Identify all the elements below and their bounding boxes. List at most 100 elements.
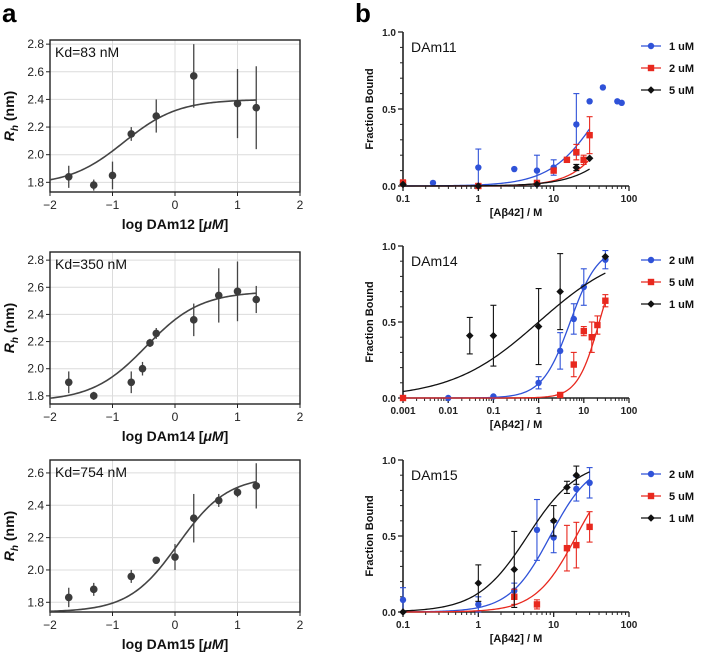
data-point: [533, 180, 541, 189]
legend-marker: [647, 300, 655, 308]
data-point: [189, 514, 198, 523]
data-point: [399, 180, 407, 189]
legend-label: 5 uM: [669, 277, 694, 289]
data-point: [586, 131, 593, 139]
data-point: [573, 121, 580, 128]
legend-label: 2 uM: [669, 63, 694, 75]
y-tick-label: 2.2: [27, 335, 44, 349]
data-point: [572, 163, 581, 172]
x-tick-label: 1: [476, 194, 482, 205]
data-point: [601, 252, 610, 261]
data-point: [580, 156, 587, 164]
panel-label-b: b: [355, 0, 371, 28]
fit-curve: [402, 471, 590, 612]
data-point: [127, 130, 136, 138]
data-point: [489, 331, 498, 340]
compound-label: DAm14: [411, 253, 458, 269]
legend-label: 1 uM: [669, 513, 694, 525]
y-axis-title-main: R: [1, 550, 17, 561]
data-point: [556, 287, 564, 296]
data-point: [214, 496, 223, 505]
x-axis-title-prefix: log DAm14 [: [122, 428, 204, 444]
y-tick-label: 0.5: [382, 105, 396, 116]
y-tick-label: 1.8: [27, 595, 44, 609]
x-axis-title-prefix: log DAm15 [: [122, 636, 204, 652]
y-tick-label: 2.2: [27, 531, 44, 545]
data-point: [89, 392, 98, 400]
y-axis-title: Rh (nm): [1, 91, 21, 141]
legend-label: 2 uM: [669, 469, 694, 481]
series-2: [399, 154, 594, 190]
data-point: [233, 99, 242, 108]
data-point: [534, 322, 543, 331]
y-axis-title-main: R: [1, 130, 17, 141]
x-tick-label: 100: [621, 620, 638, 631]
series-0: [399, 250, 609, 402]
data-point: [189, 316, 198, 324]
y-tick-label: 2.0: [27, 362, 44, 376]
fit-curve: [49, 292, 257, 399]
x-axis-title: log DAm14 [μM]: [122, 428, 228, 444]
x-tick-label: 10: [548, 620, 560, 631]
x-tick-label: 0.01: [438, 406, 458, 417]
data-point: [556, 347, 564, 355]
data-point: [573, 148, 580, 156]
legend-label: 2 uM: [669, 255, 694, 267]
x-axis-title-suffix: ]: [224, 216, 229, 232]
x-tick-label: −2: [43, 618, 57, 632]
data-point: [233, 287, 242, 296]
x-tick-label: 0.1: [396, 194, 410, 205]
x-axis-title: [Aβ42] / M: [490, 633, 543, 645]
data-point: [533, 167, 541, 174]
y-tick-label: 0.0: [382, 394, 396, 405]
data-point: [64, 173, 73, 181]
y-axis-title-unit: (nm): [1, 91, 17, 125]
data-point: [563, 156, 571, 164]
data-point: [127, 572, 136, 581]
x-axis-title: [Aβ42] / M: [490, 207, 543, 219]
legend-marker: [647, 42, 655, 50]
chart-a3-dam15: −2 −1 0 1 2 1.8 2.0 2.2 2.4 2.6 log DAm15 [μM] Rh (…: [1, 459, 304, 652]
data-point: [138, 364, 147, 373]
y-tick-label: 0.5: [382, 532, 396, 543]
x-axis-title-unit: μM: [202, 216, 223, 232]
y-tick-label: 1.0: [382, 242, 396, 253]
y-tick-label: 0.5: [382, 318, 396, 329]
data-point: [563, 544, 571, 552]
y-axis-title-unit: (nm): [1, 511, 17, 545]
y-tick-label: 1.8: [27, 389, 44, 403]
data-point: [474, 579, 483, 587]
y-axis-title: Rh (nm): [1, 511, 21, 561]
y-tick-label: 0.0: [382, 608, 396, 619]
x-tick-label: −1: [106, 198, 120, 212]
legend-label: 1 uM: [669, 41, 694, 53]
data-point: [152, 556, 161, 565]
chart-b2-dam14: 0.001 0.01 0.1 1 10 100 0.0 0.5 1.0 [Aβ42] / M Fra…: [364, 242, 694, 431]
data-point: [510, 565, 519, 574]
x-axis-title-prefix: log DAm12 [: [122, 216, 204, 232]
fit-curve: [403, 301, 606, 399]
gridlines: [49, 252, 301, 404]
legend-label: 1 uM: [669, 299, 694, 311]
x-tick-label: 10: [578, 406, 590, 417]
data-point: [490, 393, 497, 400]
y-tick-label: 2.4: [27, 307, 44, 321]
data-point: [475, 164, 482, 171]
chart-a2-dam14: −2 −1 0 1 2 1.8 2.0 2.2 2.4 2.6 2.8 log DAm14 [μM] R…: [1, 251, 304, 444]
legend-marker: [647, 86, 655, 94]
kd-label: Kd=350 nM: [55, 256, 127, 272]
data-point: [586, 98, 593, 105]
data-point: [146, 339, 154, 347]
data-point: [152, 112, 161, 120]
fit-curve: [403, 168, 590, 187]
data-point: [535, 379, 542, 386]
x-axis-title-suffix: ]: [224, 636, 229, 652]
data-point: [89, 585, 98, 594]
x-tick-label: 10: [548, 194, 560, 205]
y-axis-title: Fraction Bound: [364, 281, 376, 362]
fit-curve: [402, 478, 591, 613]
fit-curve: [402, 128, 591, 187]
data-point: [152, 329, 161, 338]
data-point: [602, 297, 609, 304]
